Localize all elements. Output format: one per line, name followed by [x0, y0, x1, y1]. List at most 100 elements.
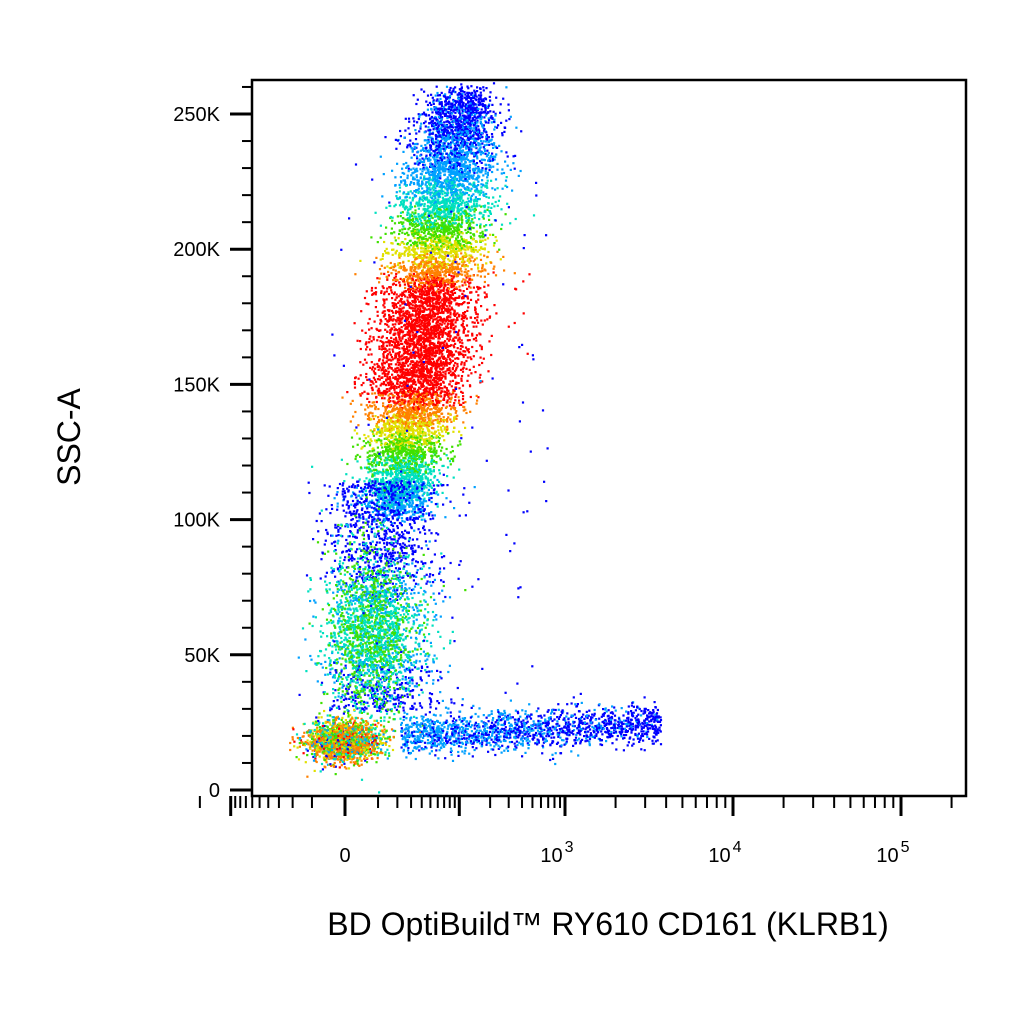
event-dot — [352, 446, 354, 448]
event-dot — [383, 273, 385, 275]
event-dot — [492, 234, 494, 236]
event-dot — [447, 432, 449, 434]
event-dot — [407, 234, 409, 236]
event-dot — [404, 287, 406, 289]
event-dot — [403, 307, 405, 309]
event-dot — [444, 426, 446, 428]
event-dot — [442, 110, 444, 112]
event-dot — [354, 322, 356, 324]
event-dot — [412, 117, 414, 119]
event-dot — [473, 287, 475, 289]
event-dot — [399, 190, 401, 192]
event-dot — [414, 205, 416, 207]
event-dot — [430, 215, 432, 217]
event-dot — [396, 306, 398, 308]
event-dot — [370, 440, 372, 442]
event-dot — [507, 155, 509, 157]
event-dot — [399, 184, 401, 186]
event-dot — [423, 337, 425, 339]
event-dot — [411, 157, 413, 159]
event-dot — [382, 469, 384, 471]
event-dot — [430, 485, 432, 487]
event-dot — [434, 238, 436, 240]
event-dot — [365, 437, 367, 439]
event-dot — [417, 229, 419, 231]
event-dot — [365, 505, 367, 507]
event-dot — [485, 172, 487, 174]
event-dot — [365, 413, 367, 415]
event-dot — [381, 195, 383, 197]
event-dot — [428, 388, 430, 390]
event-dot — [437, 253, 439, 255]
event-dot — [386, 265, 388, 267]
event-dot — [419, 458, 421, 460]
event-dot — [354, 387, 356, 389]
event-dot — [483, 286, 485, 288]
event-dot — [470, 220, 472, 222]
event-dot — [392, 283, 394, 285]
event-dot — [444, 375, 446, 377]
event-dot — [455, 418, 457, 420]
event-dot — [475, 128, 477, 130]
event-dot — [512, 162, 514, 164]
event-dot — [399, 384, 401, 386]
event-dot — [417, 99, 419, 101]
event-dot — [407, 331, 409, 333]
event-dot — [452, 380, 454, 382]
event-dot — [451, 308, 453, 310]
event-dot — [478, 101, 480, 103]
event-dot — [452, 236, 454, 238]
event-dot — [371, 412, 373, 414]
event-dot — [455, 410, 457, 412]
event-dot — [523, 312, 525, 314]
event-dot — [425, 468, 427, 470]
event-dot — [363, 440, 365, 442]
event-dot — [359, 260, 361, 262]
event-dot — [479, 333, 481, 335]
event-dot — [409, 363, 411, 365]
event-dot — [422, 332, 424, 334]
event-dot — [383, 173, 385, 175]
event-dot — [410, 355, 412, 357]
event-dot — [468, 189, 470, 191]
event-dot — [378, 375, 380, 377]
event-dot — [388, 365, 390, 367]
event-dot — [507, 104, 509, 106]
event-dot — [475, 291, 477, 293]
event-dot — [390, 329, 392, 331]
event-dot — [373, 338, 375, 340]
event-dot — [447, 258, 449, 260]
event-dot — [447, 176, 449, 178]
event-dot — [438, 469, 440, 471]
event-dot — [454, 107, 456, 109]
event-dot — [501, 132, 503, 134]
event-dot — [430, 171, 432, 173]
event-dot — [435, 95, 437, 97]
event-dot — [439, 98, 441, 100]
event-dot — [479, 194, 481, 196]
event-dot — [408, 421, 410, 423]
event-dot — [423, 167, 425, 169]
event-dot — [414, 209, 416, 211]
event-dot — [473, 355, 475, 357]
event-dot — [437, 404, 439, 406]
event-dot — [460, 137, 462, 139]
event-dot — [515, 218, 517, 220]
event-dot — [394, 222, 396, 224]
event-dot — [437, 288, 439, 290]
event-dot — [515, 127, 517, 129]
event-dot — [441, 159, 443, 161]
event-dot — [520, 170, 522, 172]
event-dot — [457, 332, 459, 334]
event-dot — [364, 359, 366, 361]
event-dot — [412, 219, 414, 221]
event-dot — [388, 314, 390, 316]
event-dot — [460, 378, 462, 380]
event-dot — [451, 385, 453, 387]
event-dot — [505, 213, 507, 215]
event-dot — [434, 263, 436, 265]
event-dot — [480, 94, 482, 96]
event-dot — [368, 401, 370, 403]
event-dot — [442, 492, 444, 494]
